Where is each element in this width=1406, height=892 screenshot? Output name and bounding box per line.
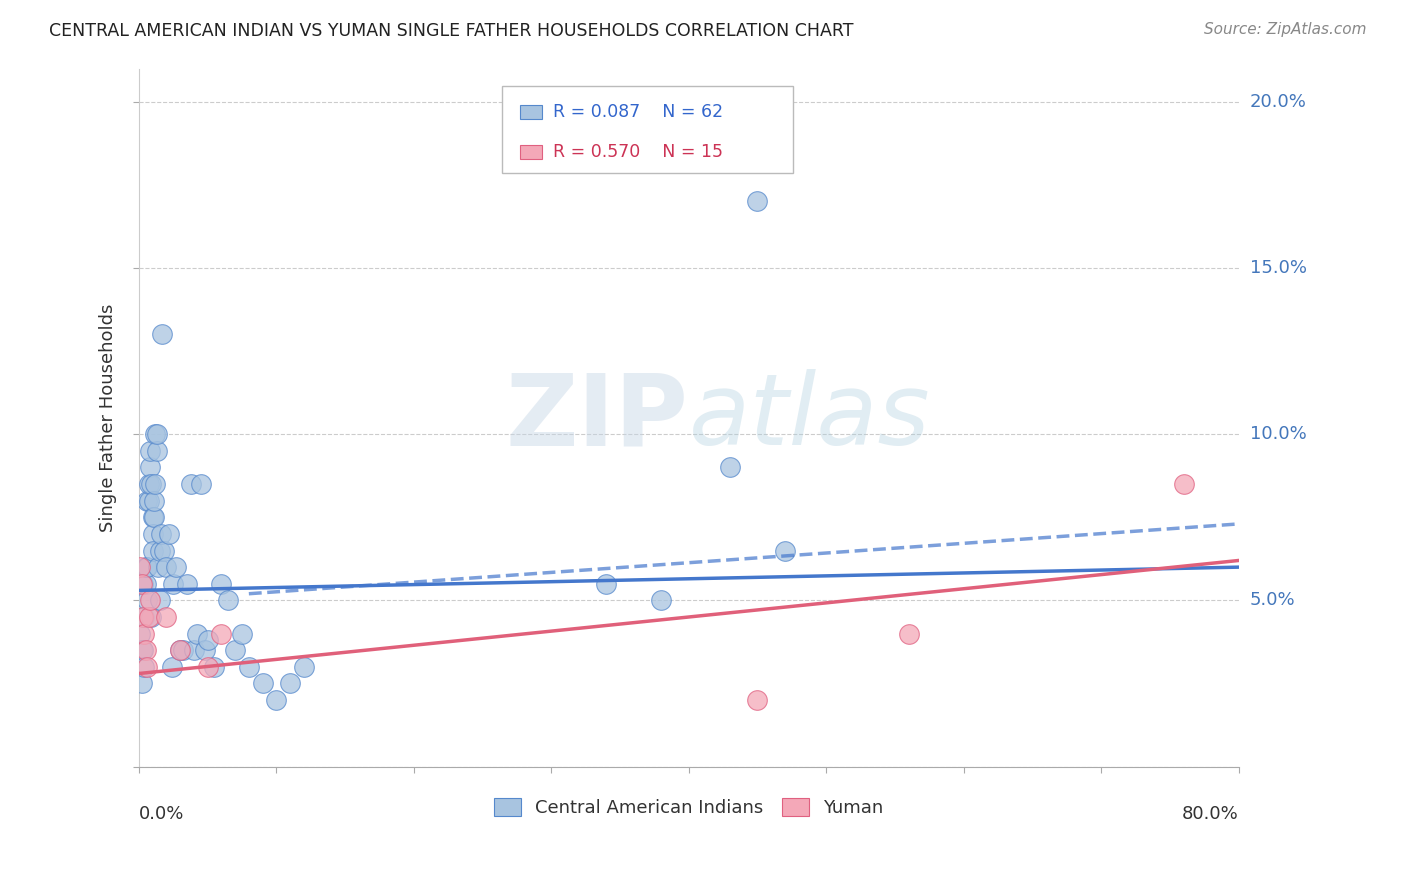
Text: atlas: atlas (689, 369, 931, 466)
FancyBboxPatch shape (502, 86, 793, 173)
Text: 0.0%: 0.0% (139, 805, 184, 823)
Point (132, 576, 155, 591)
Point (252, 676, 274, 690)
Bar (520, 105, 543, 119)
Point (217, 593, 239, 607)
Point (139, 593, 162, 607)
Point (266, 693, 288, 707)
Point (190, 477, 212, 491)
Point (194, 643, 217, 657)
Point (139, 460, 162, 475)
Point (129, 560, 152, 574)
Text: Source: ZipAtlas.com: Source: ZipAtlas.com (1204, 22, 1367, 37)
Point (747, 693, 769, 707)
Point (131, 576, 153, 591)
Text: 15.0%: 15.0% (1250, 259, 1306, 277)
Point (278, 676, 301, 690)
Point (897, 626, 920, 640)
Point (747, 194, 769, 209)
Text: R = 0.087    N = 62: R = 0.087 N = 62 (554, 103, 724, 121)
Bar (520, 145, 543, 159)
Point (773, 543, 796, 558)
Point (134, 660, 156, 674)
Point (142, 543, 165, 558)
Point (139, 443, 162, 458)
Point (176, 576, 198, 591)
Text: CENTRAL AMERICAN INDIAN VS YUMAN SINGLE FATHER HOUSEHOLDS CORRELATION CHART: CENTRAL AMERICAN INDIAN VS YUMAN SINGLE … (49, 22, 853, 40)
Point (134, 610, 156, 624)
Point (145, 427, 167, 442)
Point (138, 477, 160, 491)
Point (145, 443, 167, 458)
Text: ZIP: ZIP (506, 369, 689, 466)
Legend: Central American Indians, Yuman: Central American Indians, Yuman (494, 797, 883, 817)
Point (136, 660, 159, 674)
Point (132, 643, 155, 657)
Point (169, 643, 191, 657)
Text: 20.0%: 20.0% (1250, 93, 1306, 111)
Point (131, 676, 153, 690)
Point (197, 660, 219, 674)
Point (149, 527, 172, 541)
Point (160, 660, 183, 674)
Point (143, 510, 166, 524)
Point (138, 493, 160, 508)
Point (1173, 477, 1195, 491)
Point (231, 626, 253, 640)
Point (165, 560, 187, 574)
Point (595, 576, 617, 591)
Point (169, 643, 191, 657)
Point (718, 460, 741, 475)
Point (136, 593, 159, 607)
Point (152, 543, 174, 558)
Text: R = 0.570    N = 15: R = 0.570 N = 15 (554, 143, 724, 161)
Point (172, 643, 194, 657)
Point (135, 560, 157, 574)
Point (209, 576, 232, 591)
Point (135, 576, 157, 591)
Point (180, 477, 202, 491)
Point (150, 327, 173, 342)
Point (136, 560, 159, 574)
Point (148, 543, 170, 558)
Y-axis label: Single Father Households: Single Father Households (100, 303, 117, 532)
Point (292, 660, 315, 674)
Point (141, 477, 163, 491)
Point (155, 560, 177, 574)
Point (650, 593, 672, 607)
Point (162, 576, 184, 591)
Point (238, 660, 260, 674)
Point (142, 527, 165, 541)
Point (131, 643, 153, 657)
Point (209, 626, 232, 640)
Point (183, 643, 205, 657)
Point (197, 633, 219, 648)
Point (224, 643, 246, 657)
Point (135, 643, 157, 657)
Point (157, 527, 180, 541)
Point (134, 626, 156, 640)
Point (148, 593, 170, 607)
Point (138, 610, 160, 624)
Point (143, 493, 166, 508)
Point (204, 660, 226, 674)
Point (141, 610, 163, 624)
Point (145, 477, 167, 491)
Point (142, 510, 165, 524)
Point (129, 626, 152, 640)
Point (145, 427, 167, 442)
Point (186, 626, 208, 640)
Text: 80.0%: 80.0% (1182, 805, 1239, 823)
Point (132, 610, 155, 624)
Point (155, 610, 177, 624)
Point (136, 493, 159, 508)
Text: 5.0%: 5.0% (1250, 591, 1295, 609)
Point (146, 560, 169, 574)
Text: 10.0%: 10.0% (1250, 425, 1306, 443)
